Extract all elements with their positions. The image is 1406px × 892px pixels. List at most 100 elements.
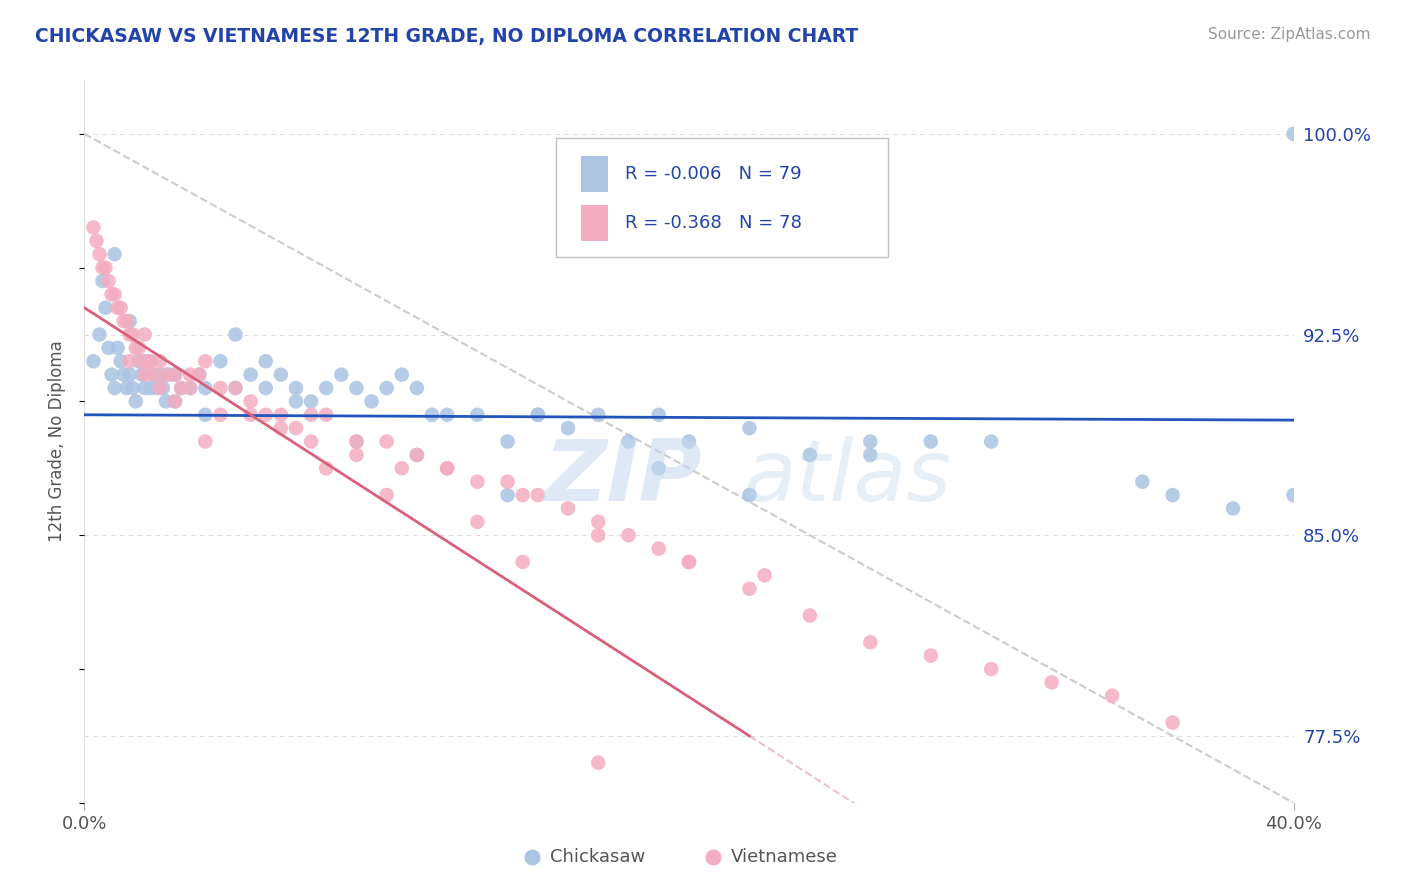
Point [225, 381, 247, 395]
Point [299, 434, 322, 449]
Point [179, 381, 201, 395]
Point [1222, 501, 1244, 516]
Point [254, 381, 277, 395]
Text: CHICKASAW VS VIETNAMESE 12TH GRADE, NO DIPLOMA CORRELATION CHART: CHICKASAW VS VIETNAMESE 12TH GRADE, NO D… [35, 27, 859, 45]
Point [588, 528, 610, 542]
Point [285, 394, 308, 409]
Point [527, 488, 550, 502]
Point [165, 368, 187, 382]
Point [82, 354, 104, 368]
FancyBboxPatch shape [555, 138, 889, 257]
Point [346, 448, 368, 462]
Point [134, 368, 156, 382]
Point [920, 434, 942, 449]
Point [1040, 675, 1063, 690]
Point [588, 408, 610, 422]
Point [406, 448, 429, 462]
Point [142, 368, 165, 382]
Point [239, 394, 262, 409]
Point [115, 314, 138, 328]
Point [360, 394, 382, 409]
Point [980, 434, 1002, 449]
Point [588, 756, 610, 770]
Point [194, 408, 217, 422]
Point [527, 408, 550, 422]
Point [315, 408, 337, 422]
Point [920, 648, 942, 663]
Point [112, 368, 135, 382]
Point [270, 408, 292, 422]
Point [100, 368, 122, 382]
Point [406, 381, 429, 395]
Point [346, 434, 368, 449]
Point [225, 327, 247, 342]
Point [391, 368, 413, 382]
Point [146, 381, 169, 395]
Point [1282, 488, 1305, 502]
Point [86, 234, 108, 248]
Point [436, 408, 458, 422]
Point [588, 515, 610, 529]
Point [94, 260, 117, 275]
Text: Chickasaw: Chickasaw [550, 848, 645, 866]
Point [209, 381, 232, 395]
Point [467, 408, 489, 422]
Point [139, 381, 162, 395]
Point [104, 287, 127, 301]
Point [179, 368, 201, 382]
Text: R = -0.006   N = 79: R = -0.006 N = 79 [624, 165, 801, 183]
Point [188, 368, 211, 382]
Point [1282, 127, 1305, 141]
Point [110, 354, 132, 368]
Point [118, 354, 141, 368]
Point [980, 662, 1002, 676]
Text: Source: ZipAtlas.com: Source: ZipAtlas.com [1208, 27, 1371, 42]
Point [165, 394, 187, 409]
Point [315, 381, 337, 395]
Point [107, 301, 129, 315]
Point [121, 327, 143, 342]
Point [118, 314, 141, 328]
Point [139, 354, 162, 368]
Text: atlas: atlas [744, 436, 952, 519]
Point [128, 354, 150, 368]
Point [512, 555, 534, 569]
Point [527, 408, 550, 422]
Point [678, 434, 700, 449]
Point [239, 368, 262, 382]
Point [1101, 689, 1123, 703]
Point [170, 381, 193, 395]
Point [107, 341, 129, 355]
Point [118, 327, 141, 342]
Y-axis label: 12th Grade, No Diploma: 12th Grade, No Diploma [48, 341, 66, 542]
Point [1161, 488, 1184, 502]
Point [155, 394, 177, 409]
Point [285, 381, 308, 395]
Point [165, 394, 187, 409]
Point [557, 501, 579, 516]
FancyBboxPatch shape [581, 204, 607, 241]
Point [136, 354, 159, 368]
Point [100, 287, 122, 301]
Point [136, 354, 159, 368]
FancyBboxPatch shape [581, 156, 607, 193]
Point [738, 582, 761, 596]
Point [678, 555, 700, 569]
Point [194, 354, 217, 368]
Point [157, 368, 180, 382]
Point [799, 448, 821, 462]
Point [121, 381, 143, 395]
Point [496, 488, 519, 502]
Point [754, 568, 776, 582]
Point [82, 220, 104, 235]
Point [149, 354, 172, 368]
Point [91, 260, 114, 275]
Point [738, 488, 761, 502]
Point [496, 475, 519, 489]
Point [346, 434, 368, 449]
Point [131, 368, 153, 382]
Text: ZIP: ZIP [544, 436, 702, 519]
Point [346, 381, 368, 395]
Point [299, 408, 322, 422]
Point [391, 461, 413, 475]
